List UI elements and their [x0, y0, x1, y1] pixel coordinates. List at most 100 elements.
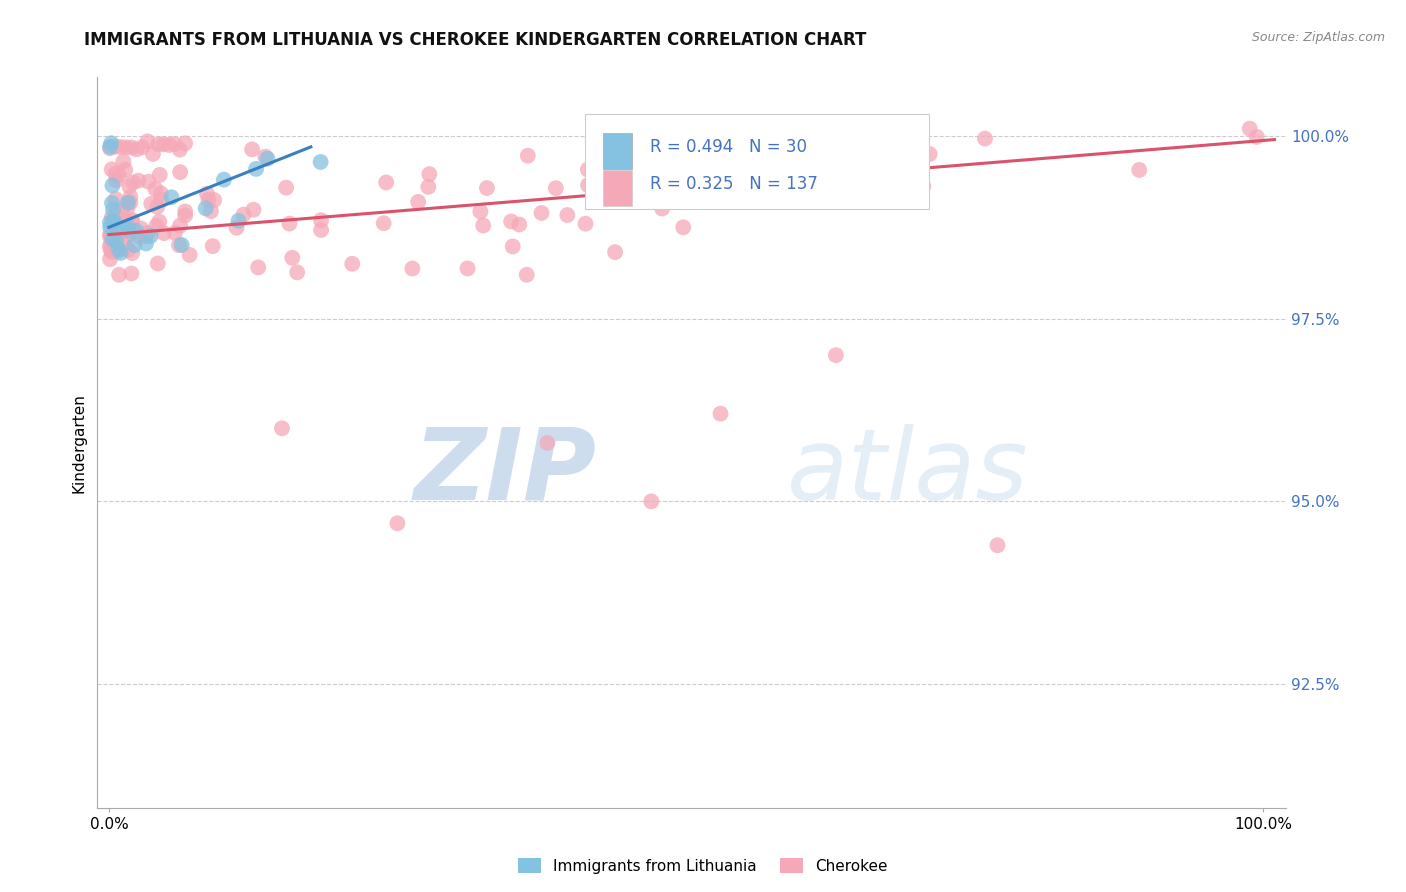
Point — [136, 134, 159, 148]
Point — [387, 516, 409, 531]
Point — [104, 210, 127, 224]
Point — [117, 201, 139, 215]
Point — [232, 208, 254, 222]
Point — [825, 348, 848, 362]
Point — [125, 224, 148, 238]
Text: R = 0.325   N = 137: R = 0.325 N = 137 — [650, 176, 818, 194]
Point — [120, 267, 142, 281]
Point — [100, 244, 122, 259]
Point — [118, 179, 141, 194]
Point — [651, 202, 673, 216]
Point — [107, 241, 129, 255]
Point — [163, 226, 186, 240]
Point — [661, 167, 683, 181]
Point — [174, 204, 197, 219]
Point — [104, 192, 127, 206]
Point — [98, 241, 121, 255]
Point — [375, 176, 398, 190]
Point — [100, 136, 122, 151]
Point — [105, 173, 128, 187]
Point — [271, 421, 294, 435]
Point — [179, 248, 201, 262]
Point — [309, 155, 332, 169]
Point — [135, 236, 157, 251]
FancyBboxPatch shape — [603, 169, 633, 206]
Point — [117, 227, 139, 242]
Point — [112, 221, 135, 235]
Point — [501, 214, 523, 228]
Point — [148, 137, 170, 152]
Point — [212, 172, 235, 186]
Point — [174, 136, 197, 151]
Point — [472, 219, 495, 233]
Point — [169, 165, 191, 179]
Point — [868, 178, 890, 193]
Point — [146, 256, 169, 270]
Point — [145, 182, 167, 196]
Text: IMMIGRANTS FROM LITHUANIA VS CHEROKEE KINDERGARTEN CORRELATION CHART: IMMIGRANTS FROM LITHUANIA VS CHEROKEE KI… — [84, 31, 866, 49]
Point — [202, 193, 225, 207]
Point — [418, 167, 440, 181]
Point — [603, 245, 626, 260]
Point — [160, 190, 183, 204]
Point — [139, 228, 162, 243]
Point — [111, 203, 134, 218]
FancyBboxPatch shape — [603, 133, 633, 169]
Point — [136, 226, 159, 240]
Point — [457, 261, 479, 276]
Point — [734, 159, 756, 173]
Point — [174, 208, 197, 222]
Text: R = 0.494   N = 30: R = 0.494 N = 30 — [650, 138, 807, 156]
Point — [152, 137, 174, 152]
Point — [247, 260, 270, 275]
Point — [121, 140, 143, 154]
Point — [149, 186, 172, 201]
Point — [576, 162, 599, 177]
Legend: Immigrants from Lithuania, Cherokee: Immigrants from Lithuania, Cherokee — [512, 852, 894, 880]
Point — [170, 238, 193, 252]
Point — [1239, 121, 1261, 136]
Y-axis label: Kindergarten: Kindergarten — [72, 393, 86, 493]
Point — [148, 214, 170, 228]
Point — [576, 178, 599, 193]
Point — [146, 200, 169, 214]
Point — [278, 217, 301, 231]
Point — [281, 251, 304, 265]
Point — [309, 213, 332, 227]
Point — [557, 208, 579, 222]
Point — [163, 136, 186, 151]
Point — [117, 243, 139, 257]
Point — [100, 228, 122, 243]
Point — [544, 181, 567, 195]
Point — [169, 143, 191, 157]
Point — [167, 238, 190, 252]
Point — [103, 228, 125, 243]
Point — [475, 181, 498, 195]
Point — [406, 194, 429, 209]
Point — [129, 221, 152, 235]
Point — [530, 206, 553, 220]
Point — [120, 195, 142, 210]
Point — [105, 233, 128, 247]
Point — [628, 193, 651, 207]
Point — [128, 229, 150, 244]
Point — [197, 193, 219, 207]
Point — [285, 265, 308, 279]
Point — [108, 268, 131, 282]
Point — [516, 149, 538, 163]
Point — [1246, 129, 1268, 144]
Point — [103, 214, 125, 228]
Point — [105, 244, 128, 258]
Point — [138, 175, 160, 189]
Point — [918, 147, 941, 161]
Text: ZIP: ZIP — [413, 424, 596, 521]
Point — [98, 215, 121, 229]
Point — [101, 232, 124, 246]
Point — [115, 216, 138, 230]
Point — [912, 179, 935, 194]
Point — [108, 168, 131, 182]
Point — [276, 180, 298, 194]
Point — [100, 162, 122, 177]
FancyBboxPatch shape — [585, 114, 929, 209]
Point — [131, 140, 153, 154]
